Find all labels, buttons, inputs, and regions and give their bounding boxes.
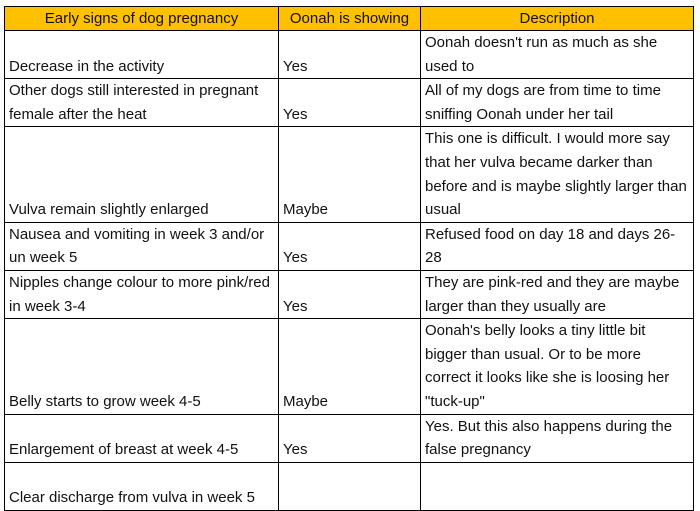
table-row: Nausea and vomiting in week 3 and/or un … [4, 221, 694, 271]
showing-cell: Yes [278, 269, 421, 320]
table-row: Decrease in the activity Yes Oonah doesn… [4, 29, 694, 80]
sign-cell: Belly starts to grow week 4-5 [4, 318, 279, 415]
description-cell: This one is difficult. I would more say … [420, 126, 694, 223]
sign-cell: Nipples change colour to more pink/red i… [4, 269, 279, 320]
table-body: Decrease in the activity Yes Oonah doesn… [4, 29, 694, 511]
table-row: Enlargement of breast at week 4-5 Yes Ye… [4, 413, 694, 463]
description-cell [420, 461, 694, 511]
table-row: Nipples change colour to more pink/red i… [4, 269, 694, 320]
showing-cell: Yes [278, 221, 421, 271]
header-oonah-showing: Oonah is showing [278, 6, 421, 31]
showing-cell: Maybe [278, 318, 421, 415]
description-cell: All of my dogs are from time to time sni… [420, 78, 694, 128]
sign-cell: Enlargement of breast at week 4-5 [4, 413, 279, 463]
description-cell: Oonah's belly looks a tiny little bit bi… [420, 318, 694, 415]
description-cell: They are pink-red and they are maybe lar… [420, 269, 694, 320]
description-cell: Yes. But this also happens during the fa… [420, 413, 694, 463]
header-description: Description [420, 6, 694, 31]
table-header: Early signs of dog pregnancy Oonah is sh… [4, 6, 694, 31]
table-row: Belly starts to grow week 4-5 Maybe Oona… [4, 318, 694, 415]
description-cell: Refused food on day 18 and days 26-28 [420, 221, 694, 271]
table-row: Other dogs still interested in pregnant … [4, 78, 694, 128]
header-row: Early signs of dog pregnancy Oonah is sh… [4, 6, 694, 31]
showing-cell [278, 461, 421, 511]
sign-cell: Vulva remain slightly enlarged [4, 126, 279, 223]
sign-cell: Nausea and vomiting in week 3 and/or un … [4, 221, 279, 271]
sign-cell: Decrease in the activity [4, 29, 279, 80]
description-cell: Oonah doesn't run as much as she used to [420, 29, 694, 80]
showing-cell: Yes [278, 413, 421, 463]
pregnancy-signs-table: Early signs of dog pregnancy Oonah is sh… [4, 6, 694, 511]
showing-cell: Maybe [278, 126, 421, 223]
showing-cell: Yes [278, 78, 421, 128]
table-row: Clear discharge from vulva in week 5 [4, 461, 694, 511]
table-row: Vulva remain slightly enlarged Maybe Thi… [4, 126, 694, 223]
sign-cell: Clear discharge from vulva in week 5 [4, 461, 279, 511]
header-early-signs: Early signs of dog pregnancy [4, 6, 279, 31]
showing-cell: Yes [278, 29, 421, 80]
sign-cell: Other dogs still interested in pregnant … [4, 78, 279, 128]
